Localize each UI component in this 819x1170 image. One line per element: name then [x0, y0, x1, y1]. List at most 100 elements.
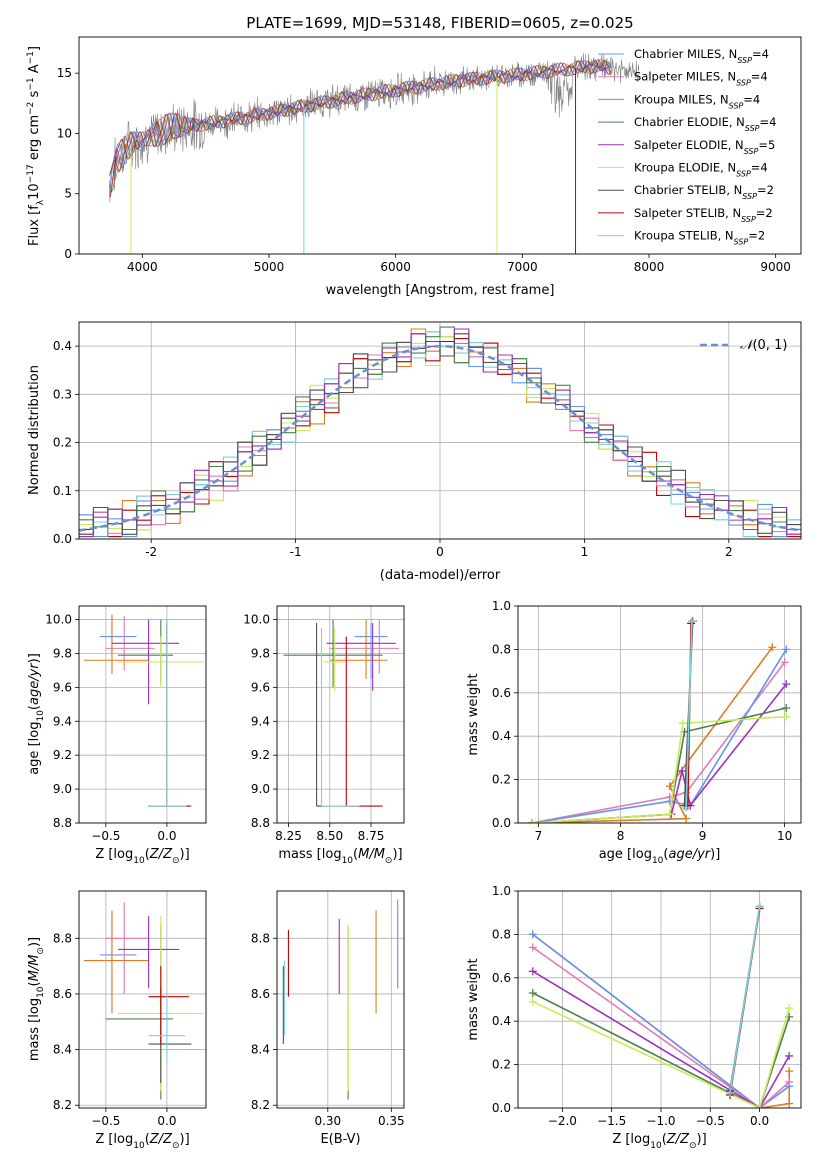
plot-area: [79, 606, 206, 823]
x-tick-label: 9000: [760, 260, 791, 274]
weight-marker: [687, 617, 696, 626]
weight-marker: [528, 943, 537, 952]
x-tick-label: 8000: [634, 260, 665, 274]
y-tick-label: 9.6: [53, 680, 72, 694]
y-tick-label: 5: [64, 187, 72, 201]
weight-marker: [755, 1104, 764, 1108]
weight-marker: [782, 712, 791, 721]
weight-vs-Z-panel: −2.0 −1.5 −1.0 −0.5 0.0 0.0 0.2 0.4 0.6 0.8 1.0 Z […: [466, 884, 802, 1151]
x-tick-label: 5000: [254, 260, 285, 274]
weight-marker: [528, 967, 537, 976]
spectrum-panel: 4000 5000 6000 7000 8000 9000 0 5 10 15 Chabrier M…: [26, 36, 802, 298]
weight-vs-age-panel: 7 8 9 10 0.0 0.2 0.4 0.6 0.8 1.0 age [log10(age/yr…: [466, 599, 802, 866]
y-tick-label: 8.8: [53, 931, 72, 945]
weight-line-se: [531, 683, 787, 823]
age-vs-Z-panel: −0.5 0.0 8.8 9.0 9.2 9.4 9.6 9.8 10.0 Z [log10(Z/…: [27, 605, 207, 866]
y-tick-label: 8.8: [251, 816, 270, 830]
age-vs-mass-panel: 8.25 8.50 8.75 8.8 9.0 9.2 9.4 9.6 9.8 10.0 mass […: [243, 605, 405, 866]
x-tick-label: 0.0: [157, 829, 176, 843]
y-tick-label: 10: [57, 126, 72, 140]
histogram-ks: [79, 331, 801, 538]
x-tick-label: 2: [725, 545, 733, 559]
legend-label: Salpeter MILES, NSSP=4: [634, 70, 768, 88]
mass-vs-Z-panel: −0.5 0.0 8.2 8.4 8.6 8.8 Z [log10(Z/Z⊙)] mass […: [27, 890, 207, 1151]
y-tick-label: 0.2: [492, 773, 511, 787]
residuals-panel: -2 -1 0 1 2 0.0 0.1 0.2 0.3 0.4 𝒩(0, 1) (data-model…: [27, 321, 802, 583]
y-tick-label: 0.3: [53, 387, 72, 401]
x-axis-label: Z [log10(Z/Z⊙)]: [612, 1132, 706, 1151]
y-tick-label: 10.0: [243, 613, 270, 627]
y-tick-label: 8.6: [53, 987, 72, 1001]
axes-frame: [276, 605, 405, 824]
weight-marker: [785, 1067, 794, 1076]
y-tick-label: 0: [64, 247, 72, 261]
legend-label: Chabrier ELODIE, NSSP=4: [634, 115, 776, 133]
y-axis-label: mass weight: [466, 958, 481, 1040]
plot-area: [518, 606, 801, 823]
y-tick-label: 0.6: [492, 971, 511, 985]
weight-line-km: [531, 646, 773, 823]
y-tick-label: 8.8: [53, 816, 72, 830]
x-axis-label: wavelength [Angstrom, rest frame]: [326, 283, 555, 298]
legend-label: Chabrier STELIB, NSSP=2: [634, 183, 774, 201]
weight-marker: [782, 680, 791, 689]
y-axis-label: mass [log10(M/M⊙)]: [27, 937, 46, 1061]
x-axis-label: E(B-V): [320, 1132, 360, 1147]
spectrum-title: PLATE=1699, MJD=53148, FIBERID=0605, z=0…: [246, 14, 633, 32]
model-cs: [109, 59, 612, 174]
legend-label: Salpeter ELODIE, NSSP=5: [634, 138, 775, 156]
x-tick-label: −0.5: [91, 1114, 120, 1128]
gaussian-reference: [79, 344, 801, 532]
y-tick-label: 0.2: [53, 436, 72, 450]
y-tick-label: 9.8: [53, 646, 72, 660]
weight-line-sm: [531, 661, 786, 823]
plot-area: [79, 322, 801, 539]
weight-line-se: [532, 970, 790, 1108]
y-tick-label: 9.4: [251, 714, 270, 728]
weight-line-ce: [532, 992, 790, 1108]
y-tick-label: 15: [57, 66, 72, 80]
y-tick-label: 8.6: [251, 987, 270, 1001]
weight-marker: [785, 1077, 794, 1086]
weight-marker: [678, 719, 687, 728]
y-tick-label: 0.2: [492, 1058, 511, 1072]
plot-area: [79, 891, 206, 1108]
x-tick-label: 0.30: [314, 1114, 341, 1128]
weight-line-cm: [531, 648, 787, 823]
y-tick-label: 8.2: [53, 1098, 72, 1112]
y-tick-label: 9.6: [251, 680, 270, 694]
x-tick-label: -1: [290, 545, 302, 559]
x-tick-label: −1.0: [646, 1114, 675, 1128]
y-tick-label: 8.4: [53, 1043, 72, 1057]
x-tick-label: 10: [777, 829, 792, 843]
weight-marker: [782, 645, 791, 654]
y-tick-label: 10.0: [45, 613, 72, 627]
axes-frame: [517, 605, 802, 824]
x-tick-label: −0.5: [91, 829, 120, 843]
x-tick-label: 0.35: [378, 1114, 405, 1128]
weight-marker: [528, 997, 537, 1006]
weight-line-ks: [685, 621, 693, 808]
plot-area: [108, 52, 640, 254]
x-tick-label: 8.50: [316, 829, 343, 843]
y-tick-label: 0.6: [492, 686, 511, 700]
weight-marker: [768, 643, 777, 652]
x-tick-label: 1: [581, 545, 589, 559]
y-tick-label: 1.0: [492, 599, 511, 613]
axes-frame: [78, 36, 802, 255]
x-axis-label: Z [log10(Z/Z⊙)]: [95, 847, 189, 866]
weight-marker: [726, 1088, 735, 1097]
y-tick-label: 1.0: [492, 884, 511, 898]
x-tick-label: 8: [617, 829, 625, 843]
weight-marker: [782, 703, 791, 712]
y-tick-label: 9.2: [251, 748, 270, 762]
mass-vs-EBV-panel: 0.30 0.35 8.2 8.4 8.6 8.8 E(B-V): [251, 890, 405, 1147]
plot-area: [277, 891, 404, 1108]
weight-marker: [678, 766, 687, 775]
x-tick-label: 0.0: [750, 1114, 769, 1128]
y-axis-label: Flux [fλ10−17 erg cm−2 s−1 A−1]: [26, 46, 46, 246]
y-tick-label: 0.0: [53, 532, 72, 546]
y-tick-label: 8.8: [251, 931, 270, 945]
weight-marker: [785, 1051, 794, 1060]
legend-label: 𝒩(0, 1): [740, 338, 787, 353]
